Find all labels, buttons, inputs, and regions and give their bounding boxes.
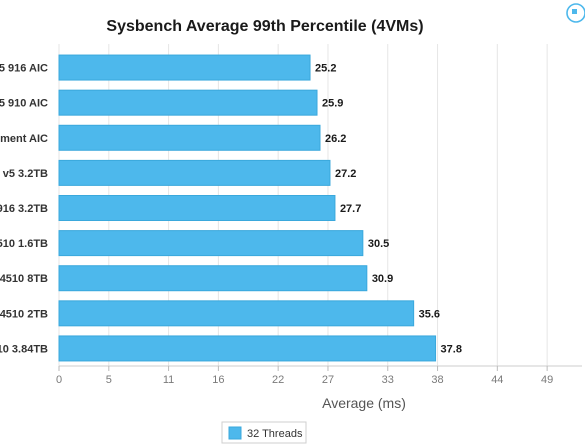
x-tick-label: 49 [541,374,553,386]
category-label: 5 916 AIC [0,63,48,75]
bar[interactable] [58,54,311,81]
category-label: 510 1.6TB [0,238,48,250]
category-labels: 5 916 AIC 5 910 AIC ment AIC v5 3.2TB 916 3.… [0,63,48,356]
bar[interactable] [58,335,437,362]
bar[interactable] [58,265,368,292]
x-tick-label: 5 [106,374,112,386]
category-label: 4510 8TB [0,273,48,285]
legend-box [221,421,307,444]
x-tick-label: 38 [431,374,443,386]
category-label: 916 3.2TB [0,203,48,215]
data-label: 35.6 [419,308,440,320]
category-label: v5 3.2TB [3,168,48,180]
x-tick-label: 22 [272,374,284,386]
menu-icon-dot [572,9,577,14]
chart-title: Sysbench Average 99th Percentile (4VMs) [106,18,423,35]
category-label: 4510 2TB [0,308,48,320]
bar[interactable] [58,300,415,327]
x-tick-label: 44 [491,374,503,386]
data-label: 25.2 [315,63,336,75]
x-tick-label: 11 [163,374,174,386]
x-tick-label: 33 [382,374,394,386]
x-tick-label: 0 [56,374,62,386]
legend-swatch[interactable] [228,426,242,440]
category-label: 5 910 AIC [0,98,48,110]
x-tick-label: 16 [212,374,224,386]
data-label: 27.2 [335,168,356,180]
data-label: 26.2 [325,133,346,145]
bar[interactable] [58,124,321,151]
x-axis-ticks: 0 5 11 16 22 27 33 38 44 49 [56,366,553,386]
bar[interactable] [58,195,336,221]
legend-label[interactable]: 32 Threads [247,428,303,440]
data-label: 27.7 [340,203,361,215]
category-label: 10 3.84TB [0,343,48,355]
menu-button[interactable] [566,3,585,23]
data-label: 37.8 [441,343,462,355]
legend[interactable]: 32 Threads [221,421,307,444]
data-label: 30.5 [368,238,389,250]
data-label: 25.9 [322,98,343,110]
bar[interactable] [58,230,364,257]
data-label: 30.9 [372,273,393,285]
category-label: ment AIC [0,133,48,145]
bar[interactable] [58,159,331,186]
bar[interactable] [58,89,318,116]
x-tick-label: 27 [322,374,334,386]
x-axis-title: Average (ms) [322,395,406,411]
bars: 25.2 25.9 26.2 27.2 27.7 30.5 30.9 35.6 37.8 [58,54,462,362]
